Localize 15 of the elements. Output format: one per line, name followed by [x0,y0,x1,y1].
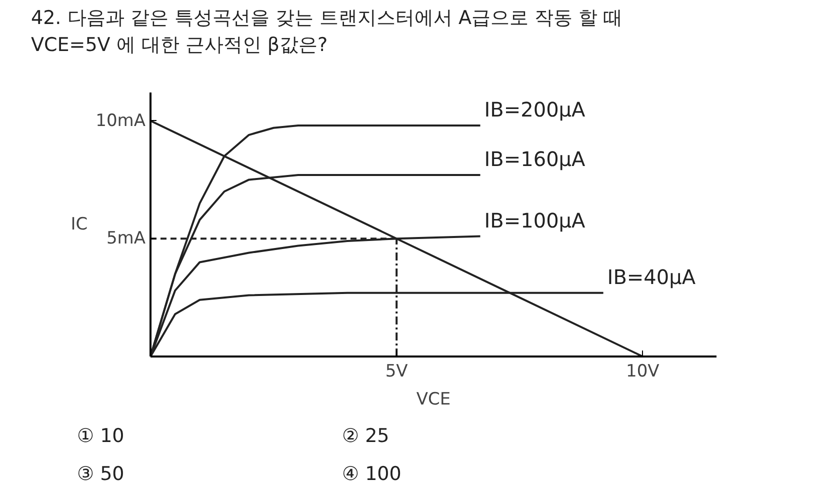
x-tick-label: 10V [626,362,660,382]
text: ③ 50 [77,462,126,487]
chart-title: 42. 다음과 같은 특성곡선을 갖는 트랜지스터에서 A급으로 작동 할 때 VCE=5V 에 대한 근사적인 β값은? [30,6,624,58]
series-label: IB=100µA [484,208,586,232]
y-axis-title: IC [70,214,88,234]
y-tick-label: 5mA [106,228,146,249]
series-label: IB=200µA [484,98,586,122]
text: ④ 100 [342,462,402,487]
series-label: IB=160µA [484,147,586,171]
y-tick-label: 10mA [96,110,146,131]
series-label: IB=40µA [607,264,696,289]
x-axis-title: VCE [416,390,451,410]
text: ① 10 [77,424,126,449]
text: ② 25 [342,424,390,449]
x-tick-label: 5V [385,362,408,382]
